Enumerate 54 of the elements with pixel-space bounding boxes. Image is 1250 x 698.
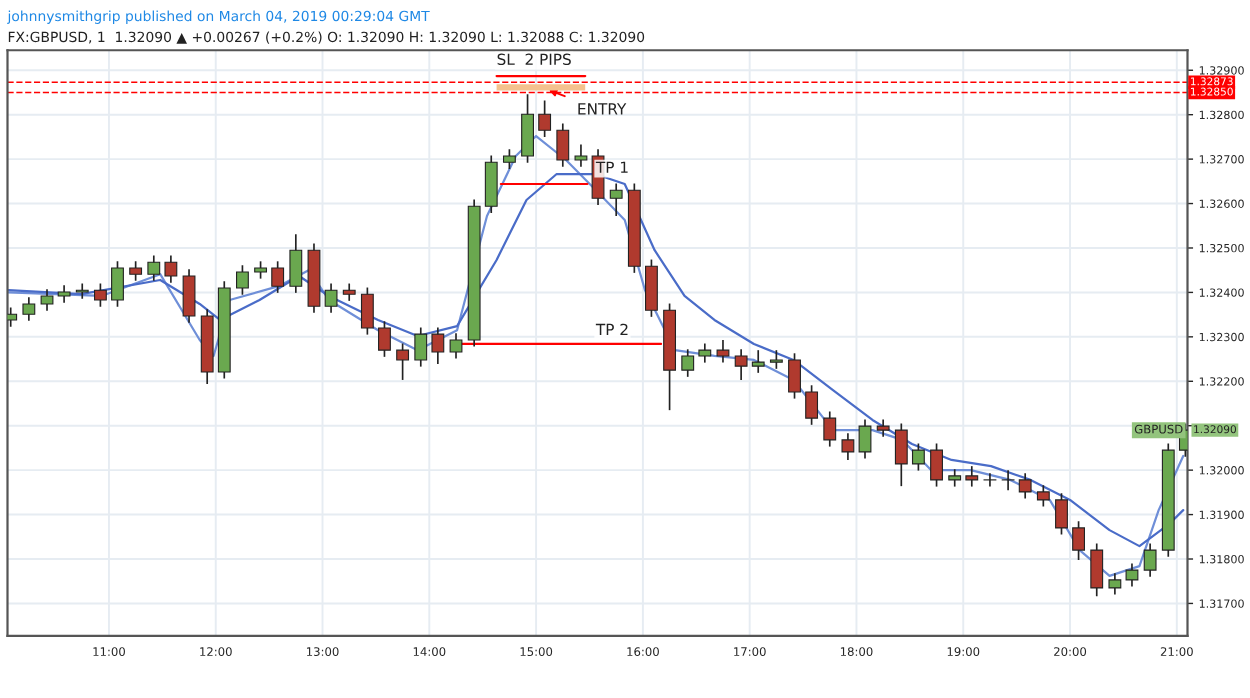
candlestick [484, 154, 498, 214]
candlestick [502, 148, 516, 170]
candlestick [734, 348, 748, 381]
candlestick [1036, 484, 1050, 508]
candlestick [182, 268, 196, 324]
candlestick [22, 296, 36, 322]
candlestick [129, 260, 143, 282]
candlestick [574, 143, 588, 168]
candlestick [930, 442, 943, 488]
candlestick [289, 233, 303, 294]
candlestick [1018, 472, 1032, 500]
candlestick [1090, 542, 1104, 598]
candlestick [1125, 562, 1139, 588]
candlestick [983, 472, 997, 488]
candlestick [788, 352, 801, 400]
candlestick [1001, 469, 1015, 491]
candlestick [324, 282, 338, 314]
candlestick [894, 422, 908, 487]
candlestick [609, 182, 623, 217]
candlestick [1143, 542, 1157, 578]
candlestick [449, 332, 463, 360]
candlestick [111, 260, 124, 308]
candlestick [414, 326, 428, 368]
candlestick [769, 349, 783, 370]
candlestick [271, 260, 285, 294]
candlestick [841, 432, 855, 461]
candlestick [716, 339, 730, 364]
candlestick [876, 418, 890, 438]
candlestick [823, 410, 837, 448]
candlestick [965, 465, 979, 488]
candlestick [681, 348, 695, 378]
candlestick [911, 442, 925, 472]
candlestick [147, 254, 161, 282]
candlestick [556, 122, 570, 168]
candlestick [396, 342, 410, 381]
candlestick [360, 286, 374, 336]
candlestick [378, 320, 391, 358]
candlestick [236, 264, 249, 296]
candlestick [751, 349, 765, 374]
candlestick [431, 326, 445, 365]
candlestick [7, 306, 18, 328]
candlestick [858, 418, 872, 460]
candlestick [644, 258, 658, 318]
candlestick [164, 254, 178, 284]
candlestick [1108, 572, 1122, 596]
candlestick [1055, 492, 1068, 536]
candlestick [698, 342, 712, 364]
candlestick [75, 282, 89, 300]
candlestick [1072, 520, 1086, 561]
candlestick [805, 384, 819, 426]
candlestick [40, 288, 54, 312]
candlestick [538, 99, 552, 138]
candlestick [93, 282, 107, 308]
candlestick [521, 93, 534, 164]
